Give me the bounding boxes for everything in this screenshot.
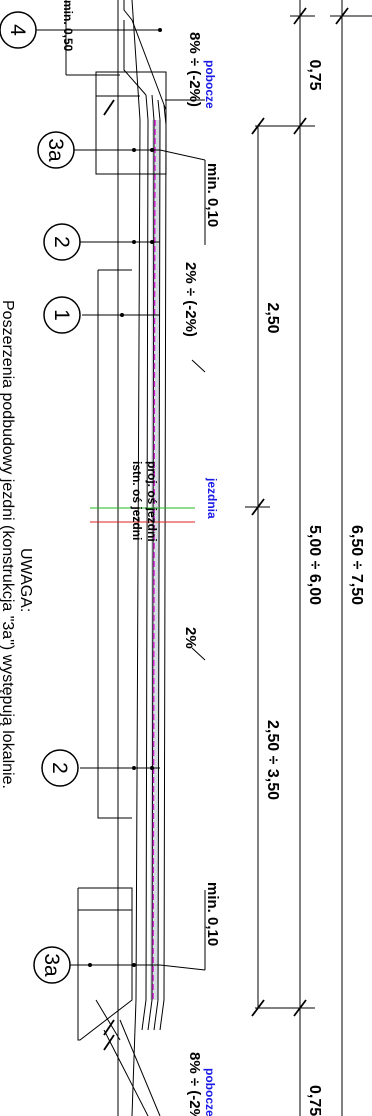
note-text: Poszerzenia podbudowy jezdni (konstrukcj…	[0, 300, 16, 789]
dim-total: 6,50 ÷ 7,50	[348, 525, 365, 605]
bubble-3a-bottom-label: 3a	[40, 953, 63, 977]
bubble-1-label: 1	[50, 309, 73, 321]
dimension-lines	[245, 0, 372, 1116]
label-min-050: min. 0,50	[61, 0, 75, 52]
label-slope-shoulder-bottom: 8% ÷ (-2%)	[186, 1052, 203, 1116]
label-istn-axis: istn. oś jezdni	[130, 461, 144, 540]
dim-shoulder-top: 0,75	[306, 59, 323, 90]
dim-carriageway: 5,00 ÷ 6,00	[306, 525, 323, 605]
dim-part-a: 2,50	[264, 302, 281, 333]
leader-lines	[32, 29, 206, 971]
dim-part-b: 2,50 ÷ 3,50	[264, 720, 281, 800]
label-slope-carriageway: 2% ÷ (-2%)	[182, 262, 199, 337]
label-jezdnia: jezdnia	[205, 477, 219, 519]
bubble-3a-bottom: 3a	[33, 946, 71, 984]
bubble-2-top-label: 2	[50, 236, 73, 248]
bubble-3a-top-label: 3a	[44, 138, 67, 162]
magenta-layer	[152, 119, 156, 1001]
label-slope-2: 2%	[182, 627, 199, 649]
dim-shoulder-bottom: 0,75	[306, 1085, 323, 1116]
bubble-2-bottom-label: 2	[48, 762, 71, 774]
bubble-4-label: 4	[6, 24, 29, 36]
bubble-4: 4	[0, 11, 37, 49]
bubble-2-bottom: 2	[41, 749, 79, 787]
label-pobocze-bottom: pobocze	[203, 1068, 217, 1116]
note-title: UWAGA:	[17, 548, 34, 612]
label-min-010-bottom: min. 0,10	[204, 882, 221, 946]
road-structure	[65, 0, 167, 1116]
label-slope-shoulder-top: 8% ÷ (-2%)	[186, 32, 203, 107]
label-pobocze-top: pobocze	[203, 60, 217, 109]
label-min-010-top: min. 0,10	[204, 163, 221, 227]
bubble-1: 1	[43, 296, 81, 334]
leader-dots	[88, 28, 162, 967]
bubble-3a-top: 3a	[37, 131, 75, 169]
label-proj-axis: proj. oś jezdni	[145, 461, 159, 542]
bubble-2-top: 2	[43, 223, 81, 261]
